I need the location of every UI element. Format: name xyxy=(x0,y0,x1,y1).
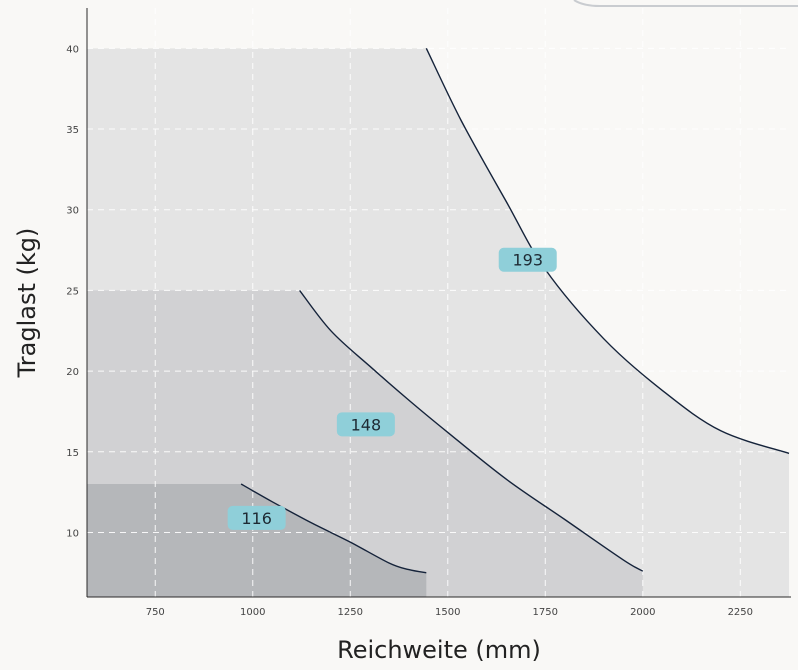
series-label-116: 116 xyxy=(241,509,272,528)
y-axis-title: Traglast (kg) xyxy=(13,228,41,379)
curve-193 xyxy=(425,47,790,455)
area-layer xyxy=(87,48,790,597)
series-badge-116 xyxy=(227,505,286,530)
area-116 xyxy=(87,484,427,597)
y-tick-label: 40 xyxy=(66,44,79,55)
y-tick-label: 25 xyxy=(66,286,79,297)
x-tick-label: 1250 xyxy=(338,607,363,618)
series-label-193: 193 xyxy=(512,251,543,270)
x-tick-label: 750 xyxy=(146,607,165,618)
curve-116 xyxy=(240,483,427,574)
y-tick-label: 35 xyxy=(66,125,79,136)
x-axis-title: Reichweite (mm) xyxy=(337,636,541,664)
label-layer: 193 148 116 xyxy=(227,247,557,530)
panel-corner xyxy=(573,0,798,7)
grid-layer xyxy=(87,8,791,597)
y-tick-label: 10 xyxy=(66,528,79,539)
x-tick-label: 2250 xyxy=(728,607,753,618)
axis-layer: 750 1000 1250 1500 1750 2000 2250 10 15 20 25 30 35 4… xyxy=(66,8,791,618)
x-tick-label: 2000 xyxy=(630,607,655,618)
x-tick-label: 1000 xyxy=(240,607,265,618)
y-tick-label: 15 xyxy=(66,448,79,459)
series-badge-193 xyxy=(498,247,557,272)
series-badge-148 xyxy=(336,412,395,437)
x-tick-label: 1750 xyxy=(533,607,558,618)
series-label-148: 148 xyxy=(351,415,382,434)
curve-layer xyxy=(240,47,790,574)
y-tick-label: 20 xyxy=(66,367,79,378)
curve-148 xyxy=(299,289,644,572)
x-tick-label: 1500 xyxy=(435,607,460,618)
y-tick-label: 30 xyxy=(66,206,79,217)
